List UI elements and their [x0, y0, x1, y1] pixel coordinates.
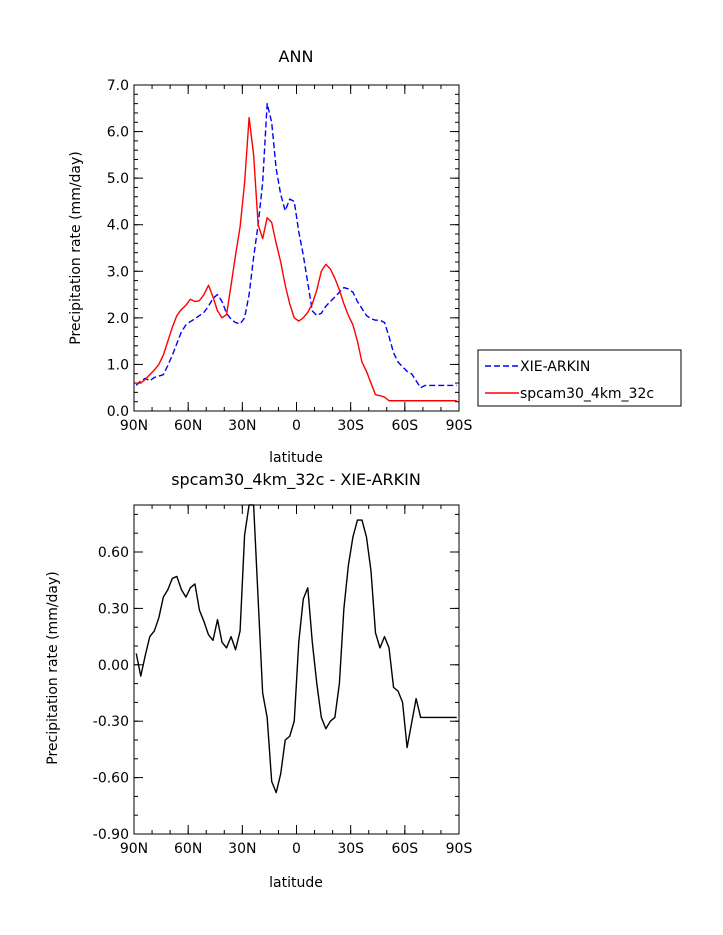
top-chart: ANN 90N 60N 30N 0 30S 60S 90S 0.0 1.0 2.0 3.0 4.0 5.… [68, 47, 682, 466]
bottom-ticks-group: 90N 60N 30N 0 30S 60S 90S -0.90 -0.60 -0.30 0.00 0.… [93, 505, 473, 857]
bottom-series-line-difference [135, 504, 457, 794]
top-series-group [135, 102, 457, 402]
top-x-tick-label: 30S [337, 418, 364, 434]
bottom-x-tick-label: 30N [228, 841, 256, 857]
bottom-y-tick-label: 0.30 [98, 601, 129, 617]
top-y-axis-label: Precipitation rate (mm/day) [68, 151, 84, 345]
top-y-tick-label: 3.0 [107, 264, 129, 280]
top-y-tick-label: 5.0 [107, 171, 129, 187]
bottom-x-tick-label: 30S [337, 841, 364, 857]
bottom-series-group [135, 504, 457, 794]
top-y-tick-label: 2.0 [107, 311, 129, 327]
top-y-tick-label: 6.0 [107, 125, 129, 141]
bottom-x-axis-label: latitude [269, 875, 323, 891]
top-plot-frame [133, 84, 460, 412]
bottom-y-tick-label: -0.30 [93, 714, 129, 730]
top-x-tick-label: 60N [174, 418, 202, 434]
bottom-chart-title: spcam30_4km_32c - XIE-ARKIN [171, 470, 421, 490]
top-series-line-xie-arkin [135, 102, 457, 389]
top-y-tick-label: 4.0 [107, 218, 129, 234]
bottom-x-tick-label: 90S [446, 841, 473, 857]
bottom-y-tick-label: -0.60 [93, 771, 129, 787]
legend: XIE-ARKIN spcam30_4km_32c [477, 349, 682, 407]
top-x-tick-label: 30N [228, 418, 256, 434]
bottom-x-tick-label: 0 [292, 841, 301, 857]
top-y-tick-label: 7.0 [107, 78, 129, 94]
bottom-y-tick-label: -0.90 [93, 827, 129, 843]
bottom-x-tick-label: 90N [120, 841, 148, 857]
top-ticks-group: 90N 60N 30N 0 30S 60S 90S 0.0 1.0 2.0 3.0 4.0 5.0 6.0… [107, 78, 473, 434]
bottom-x-tick-label: 60S [391, 841, 418, 857]
top-x-tick-label: 0 [292, 418, 301, 434]
legend-label-spcam: spcam30_4km_32c [520, 386, 654, 402]
top-x-tick-label: 60S [391, 418, 418, 434]
top-x-axis-label: latitude [269, 450, 323, 466]
legend-box [477, 349, 682, 407]
top-y-tick-label: 0.0 [107, 404, 129, 420]
legend-label-xie-arkin: XIE-ARKIN [520, 359, 590, 375]
top-x-tick-label: 90S [446, 418, 473, 434]
bottom-y-tick-label: 0.60 [98, 545, 129, 561]
top-x-tick-label: 90N [120, 418, 148, 434]
bottom-y-axis-label: Precipitation rate (mm/day) [45, 571, 61, 765]
bottom-x-tick-label: 60N [174, 841, 202, 857]
top-chart-title: ANN [279, 47, 314, 66]
bottom-chart: spcam30_4km_32c - XIE-ARKIN 90N 60N 30N 0 30… [45, 470, 472, 891]
top-series-line-spcam30-4km-32c [136, 116, 457, 402]
top-y-tick-label: 1.0 [107, 357, 129, 373]
bottom-y-tick-label: 0.00 [98, 658, 129, 674]
